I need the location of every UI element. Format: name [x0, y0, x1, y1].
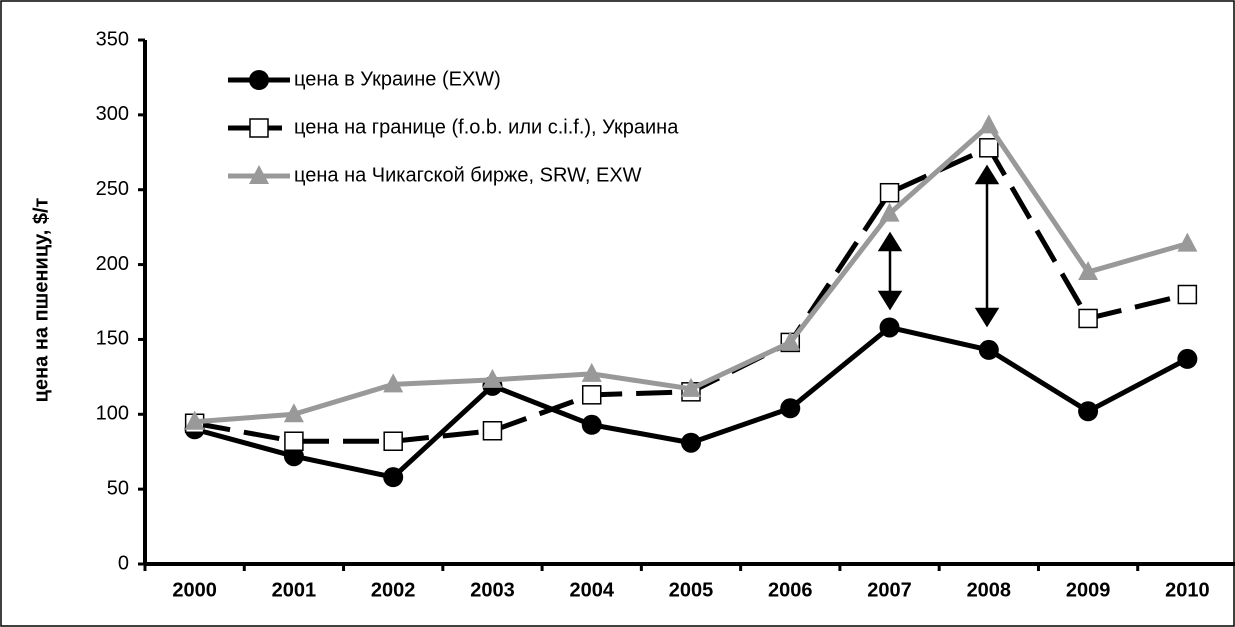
point — [979, 138, 999, 158]
y-tick-label: 200 — [96, 253, 129, 275]
x-tick-label: 2003 — [470, 579, 515, 601]
arrow-head — [877, 231, 903, 252]
point — [879, 317, 900, 338]
point — [978, 339, 999, 360]
point — [249, 165, 269, 184]
y-tick-label: 250 — [96, 178, 129, 200]
point — [383, 431, 403, 451]
point — [681, 377, 701, 397]
y-axis-label: цена на пшеницу, $/т — [30, 197, 52, 402]
point — [482, 368, 503, 388]
point — [581, 385, 602, 405]
legend-label: цена на границе (f.o.b. или c.i.f.), Укр… — [294, 116, 679, 138]
arrow-head — [974, 307, 1000, 328]
y-tick-label: 100 — [96, 403, 129, 425]
point — [283, 403, 304, 423]
point — [482, 421, 503, 441]
point — [1078, 261, 1099, 281]
point — [1078, 401, 1099, 422]
point — [283, 446, 304, 467]
point — [780, 398, 801, 419]
x-tick-label: 2005 — [669, 579, 714, 601]
arrow-head — [974, 164, 1000, 185]
y-tick-label: 50 — [107, 477, 129, 499]
x-tick-label: 2010 — [1165, 579, 1210, 601]
legend-label: цена в Украине (EXW) — [294, 68, 501, 90]
point — [1078, 308, 1098, 329]
x-tick-label: 2004 — [569, 579, 614, 601]
point — [581, 362, 602, 382]
point — [681, 432, 701, 453]
point — [581, 414, 602, 435]
x-tick-label: 2002 — [371, 579, 416, 601]
point — [383, 467, 404, 488]
x-tick-label: 2001 — [272, 579, 317, 601]
legend-label: цена на Чикагской бирже, SRW, EXW — [294, 164, 642, 186]
x-tick-label: 2008 — [967, 579, 1012, 601]
point — [284, 431, 304, 451]
annotation-arrows — [877, 164, 1000, 328]
x-tick-label: 2007 — [867, 579, 912, 601]
point — [383, 373, 404, 393]
y-tick-label: 300 — [96, 103, 129, 125]
point — [780, 331, 801, 351]
point — [978, 114, 999, 134]
arrow-head — [877, 290, 903, 311]
point — [249, 70, 269, 90]
point — [879, 182, 900, 203]
point — [249, 118, 269, 138]
point — [879, 202, 900, 222]
point — [184, 410, 205, 430]
x-tick-label: 2006 — [768, 579, 813, 601]
x-tick-label: 2000 — [172, 579, 217, 601]
point — [1177, 348, 1198, 369]
point — [1177, 284, 1198, 305]
y-tick-label: 0 — [118, 552, 129, 574]
point — [1177, 232, 1198, 252]
y-tick-label: 350 — [96, 28, 129, 50]
y-tick-label: 150 — [96, 328, 129, 350]
x-tick-label: 2009 — [1066, 579, 1111, 601]
